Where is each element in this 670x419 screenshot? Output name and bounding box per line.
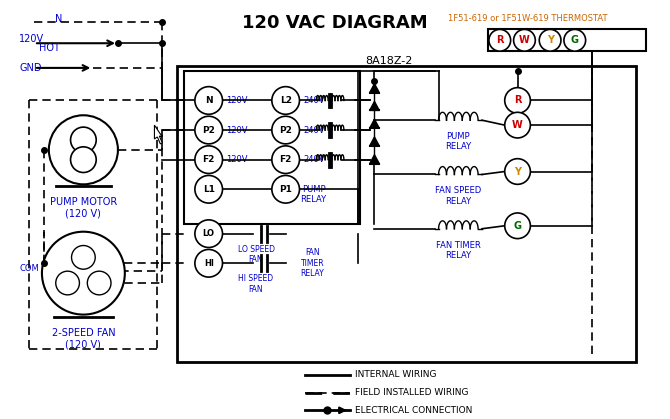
Circle shape <box>272 176 299 203</box>
Bar <box>488 29 646 51</box>
Text: W: W <box>519 35 530 45</box>
Text: F2: F2 <box>279 155 292 164</box>
Text: INTERNAL WIRING: INTERNAL WIRING <box>354 370 436 379</box>
Text: LO SPEED
FAN: LO SPEED FAN <box>238 245 275 264</box>
Text: F2: F2 <box>202 155 215 164</box>
Circle shape <box>539 29 561 51</box>
Text: W: W <box>512 120 523 130</box>
Circle shape <box>56 271 80 295</box>
Text: HOT: HOT <box>39 43 60 53</box>
Circle shape <box>195 176 222 203</box>
Text: LO: LO <box>203 229 214 238</box>
Polygon shape <box>370 101 379 111</box>
Circle shape <box>195 220 222 248</box>
Circle shape <box>195 87 222 114</box>
Text: 1F51-619 or 1F51W-619 THERMOSTAT: 1F51-619 or 1F51W-619 THERMOSTAT <box>448 14 607 23</box>
Circle shape <box>505 213 531 238</box>
Circle shape <box>72 246 95 269</box>
Text: P1: P1 <box>279 185 292 194</box>
Circle shape <box>70 147 96 173</box>
Circle shape <box>272 116 299 144</box>
Text: FAN
TIMER
RELAY: FAN TIMER RELAY <box>300 248 324 278</box>
Circle shape <box>195 146 222 173</box>
Polygon shape <box>370 84 379 93</box>
Polygon shape <box>370 137 379 146</box>
Text: HI: HI <box>204 259 214 268</box>
Text: N: N <box>55 13 62 23</box>
Text: Y: Y <box>514 166 521 176</box>
Circle shape <box>514 29 535 51</box>
Text: R: R <box>496 35 504 45</box>
Text: 120V: 120V <box>19 34 44 44</box>
Circle shape <box>195 249 222 277</box>
Polygon shape <box>154 125 162 144</box>
Text: (120 V): (120 V) <box>66 339 101 349</box>
Text: G: G <box>513 221 521 231</box>
Text: 8A18Z-2: 8A18Z-2 <box>366 56 413 66</box>
Circle shape <box>564 29 586 51</box>
Text: HI: HI <box>96 277 104 285</box>
Text: FAN SPEED
RELAY: FAN SPEED RELAY <box>436 186 482 206</box>
Text: PUMP MOTOR: PUMP MOTOR <box>50 197 117 207</box>
Circle shape <box>49 115 118 184</box>
Polygon shape <box>370 119 379 128</box>
Circle shape <box>272 146 299 173</box>
Circle shape <box>505 88 531 113</box>
Text: GND: GND <box>19 63 42 73</box>
Circle shape <box>505 159 531 184</box>
Text: L1: L1 <box>203 185 214 194</box>
Text: PUMP
RELAY: PUMP RELAY <box>446 132 472 151</box>
Text: L2: L2 <box>279 96 291 105</box>
Text: (120 V): (120 V) <box>66 208 101 218</box>
Text: P2: P2 <box>279 126 292 134</box>
Polygon shape <box>370 155 379 164</box>
Bar <box>184 71 360 224</box>
Text: P2: P2 <box>202 126 215 134</box>
Circle shape <box>195 116 222 144</box>
Text: 120V: 120V <box>226 96 248 105</box>
Text: Y: Y <box>547 35 553 45</box>
Circle shape <box>42 232 125 315</box>
Circle shape <box>87 271 111 295</box>
Text: 2-SPEED FAN: 2-SPEED FAN <box>52 328 115 339</box>
Text: N: N <box>205 96 212 105</box>
Bar <box>177 66 636 362</box>
Circle shape <box>505 112 531 138</box>
Text: 120V: 120V <box>226 155 248 164</box>
Text: G: G <box>571 35 579 45</box>
Text: LO: LO <box>62 277 72 285</box>
Circle shape <box>272 87 299 114</box>
Text: ELECTRICAL CONNECTION: ELECTRICAL CONNECTION <box>354 406 472 415</box>
Circle shape <box>489 29 511 51</box>
Circle shape <box>70 127 96 153</box>
Text: R: R <box>514 96 521 106</box>
Text: PUMP
RELAY: PUMP RELAY <box>300 184 326 204</box>
Text: 240V: 240V <box>304 155 325 164</box>
Text: FAN TIMER
RELAY: FAN TIMER RELAY <box>436 241 480 260</box>
Text: COM: COM <box>19 264 39 273</box>
Text: HI SPEED
FAN: HI SPEED FAN <box>239 274 273 294</box>
Text: 120V: 120V <box>226 126 248 134</box>
Text: FIELD INSTALLED WIRING: FIELD INSTALLED WIRING <box>354 388 468 397</box>
Text: 240V: 240V <box>304 126 325 134</box>
Text: 120 VAC DIAGRAM: 120 VAC DIAGRAM <box>242 14 428 31</box>
Text: 240V: 240V <box>304 96 325 105</box>
